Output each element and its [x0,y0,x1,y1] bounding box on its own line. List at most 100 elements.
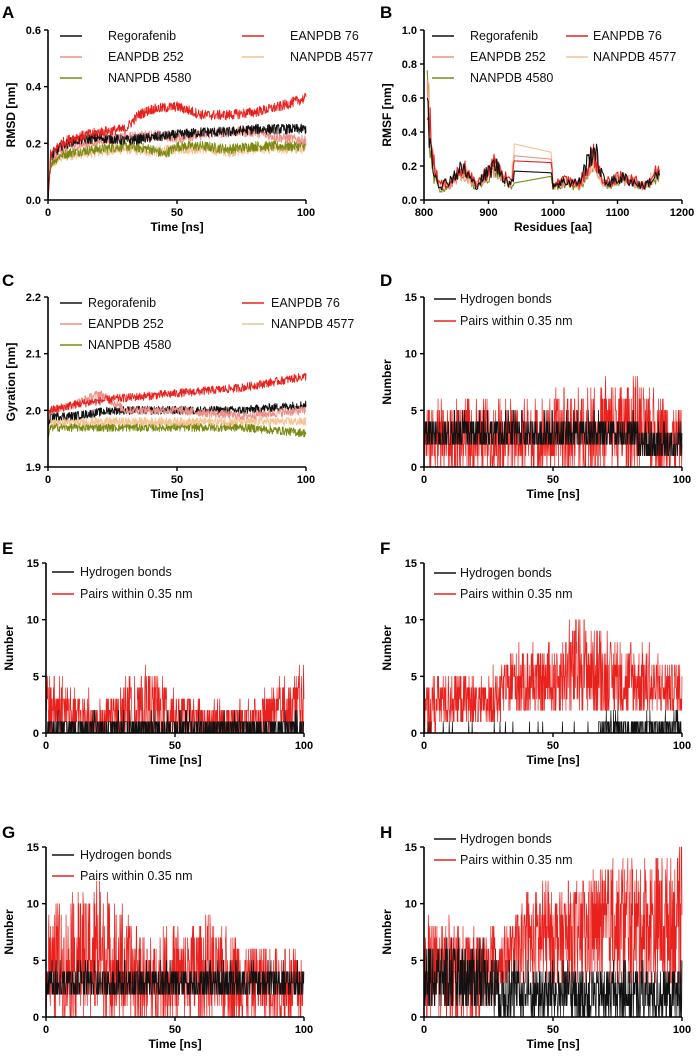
panel-letter: E [2,539,13,558]
y-axis-label: RMSD [nm] [4,83,18,148]
legend-label: Hydrogen bonds [460,832,552,846]
x-tick-label: 0 [421,474,427,486]
legend: Hydrogen bonds Pairs within 0.35 nm [52,565,193,601]
y-tick-label: 0 [33,728,39,740]
legend-label: Pairs within 0.35 nm [460,853,573,867]
legend-label: Pairs within 0.35 nm [460,587,573,601]
x-tick-label: 50 [169,740,181,752]
series-line [423,619,683,734]
legend: Regorafenib EANPDB 76 EANPDB 252 NANPDB 457… [60,296,354,352]
x-tick-label: 50 [547,740,559,752]
panel-F: F 0 50 100 0 5 10 15 Time [ns] Number Hydrogen bon… [380,539,691,767]
series-group [423,846,683,1018]
legend-label: EANPDB 76 [290,29,359,43]
y-tick-label: 0.0 [26,195,41,207]
series-line [47,140,307,201]
legend-label: Hydrogen bonds [80,565,172,579]
legend: Hydrogen bonds Pairs within 0.35 nm [52,848,193,883]
series-group [423,375,683,468]
x-tick-label: 100 [295,740,313,752]
legend-label: EANPDB 76 [271,296,340,310]
legend-label: Pairs within 0.35 nm [80,869,193,883]
series-line [47,416,307,434]
y-tick-label: 5 [411,405,417,417]
x-tick-label: 1000 [541,207,565,219]
x-tick-label: 900 [479,207,497,219]
y-tick-label: 10 [405,349,417,361]
series-group [47,372,307,439]
y-tick-label: 15 [405,292,417,304]
legend: Regorafenib EANPDB 76 EANPDB 252 NANPDB 457… [60,29,373,85]
y-tick-label: 15 [27,558,39,570]
y-tick-label: 10 [27,615,39,627]
y-tick-label: 0 [411,728,417,740]
panel-letter: G [2,823,15,842]
x-tick-label: 800 [415,207,433,219]
y-tick-label: 0.6 [402,93,417,105]
y-tick-label: 5 [33,955,39,967]
x-tick-label: 50 [169,1024,181,1036]
y-tick-label: 10 [405,899,417,911]
panel-B: B 800 900 1000 1100 1200 0.0 0.2 0.4 0.6 0.8 1.0 Res… [380,3,694,234]
legend-label: Hydrogen bonds [460,292,552,306]
y-tick-label: 0.4 [26,82,42,94]
series-line [47,126,307,201]
legend-label: NANPDB 4577 [290,50,373,64]
x-tick-label: 0 [421,1024,427,1036]
x-tick-label: 1200 [670,207,694,219]
y-tick-label: 0.2 [402,161,417,173]
series-line [426,97,660,191]
y-axis-label: Number [380,625,394,671]
y-tick-label: 15 [27,842,39,854]
x-tick-label: 100 [673,740,691,752]
y-tick-label: 15 [405,558,417,570]
legend-label: Regorafenib [470,29,538,43]
panel-letter: F [380,539,390,558]
series-line [47,92,307,201]
y-axis-label: Number [380,909,394,955]
y-tick-label: 10 [405,615,417,627]
legend-label: Hydrogen bonds [80,848,172,862]
series-line [423,409,683,457]
series-group [426,70,660,193]
y-tick-label: 2.0 [26,405,41,417]
y-tick-label: 0 [411,1012,417,1024]
series-line [47,422,307,439]
y-tick-label: 1.0 [402,25,417,37]
panel-G: G 0 50 100 0 5 10 15 Time [ns] Number Hydrogen bon… [2,823,313,1051]
panel-C: C 0 50 100 1.9 2.0 2.1 2.2 Time [ns] Gyration [nm… [2,271,354,501]
x-tick-label: 0 [421,740,427,752]
y-axis-label: Number [380,359,394,405]
legend-label: EANPDB 252 [108,50,184,64]
x-axis-label: Time [ns] [526,487,579,501]
x-axis-label: Time [ns] [526,1037,579,1051]
x-tick-label: 50 [547,474,559,486]
panel-letter: C [2,271,14,290]
series-line [47,123,307,201]
x-tick-label: 100 [297,474,315,486]
legend-label: EANPDB 252 [88,317,164,331]
y-tick-label: 0.2 [26,138,41,150]
x-tick-label: 50 [171,474,183,486]
x-axis-label: Residues [aa] [514,220,592,234]
x-tick-label: 0 [43,1024,49,1036]
y-tick-label: 0 [411,462,417,474]
series-line [426,107,660,190]
x-tick-label: 0 [45,207,51,219]
y-tick-label: 0.6 [26,25,41,37]
x-axis-label: Time [ns] [148,1037,201,1051]
panel-A: A 0 50 100 0.0 0.2 0.4 0.6 Time [ns] RMSD [nm] Reg… [2,3,373,234]
legend-label: NANPDB 4577 [271,317,354,331]
legend-label: Regorafenib [88,296,156,310]
y-tick-label: 5 [33,671,39,683]
x-tick-label: 100 [673,474,691,486]
panel-H: H 0 50 100 0 5 10 15 Time [ns] Number Hydrogen bon… [380,823,691,1051]
legend-label: NANPDB 4577 [593,50,676,64]
series-group [47,92,307,201]
legend-label: Regorafenib [108,29,176,43]
legend: Regorafenib EANPDB 76 EANPDB 252 NANPDB 457… [432,29,676,85]
y-tick-label: 2.1 [26,349,41,361]
series-line [47,390,307,422]
x-axis-label: Time [ns] [150,487,203,501]
x-tick-label: 50 [171,207,183,219]
